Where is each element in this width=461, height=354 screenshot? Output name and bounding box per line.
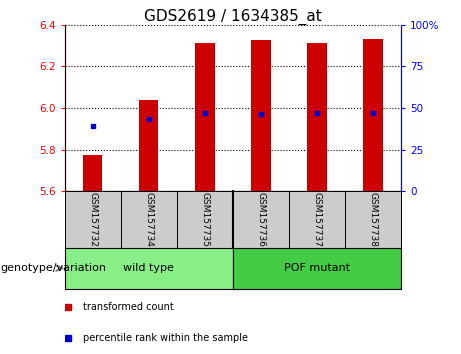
Text: genotype/variation: genotype/variation	[0, 263, 106, 273]
Bar	[233, 248, 401, 289]
Text: wild type: wild type	[123, 263, 174, 273]
Bar	[363, 39, 383, 191]
Bar	[251, 40, 271, 191]
Bar	[83, 155, 102, 191]
Text: percentile rank within the sample: percentile rank within the sample	[83, 333, 248, 343]
Bar	[139, 100, 159, 191]
Bar	[65, 248, 233, 289]
Bar	[65, 191, 121, 248]
Bar	[345, 191, 401, 248]
Bar	[289, 191, 345, 248]
Text: GSM157734: GSM157734	[144, 192, 153, 247]
Bar	[233, 191, 289, 248]
Text: POF mutant: POF mutant	[284, 263, 350, 273]
Bar	[195, 44, 214, 191]
Text: transformed count: transformed count	[83, 302, 174, 312]
Text: GSM157736: GSM157736	[256, 192, 266, 247]
Text: GSM157732: GSM157732	[88, 192, 97, 247]
Bar	[177, 191, 233, 248]
Title: GDS2619 / 1634385_at: GDS2619 / 1634385_at	[144, 8, 322, 25]
Text: GSM157735: GSM157735	[200, 192, 209, 247]
Bar	[307, 44, 327, 191]
Text: GSM157738: GSM157738	[368, 192, 378, 247]
Bar	[121, 191, 177, 248]
Text: GSM157737: GSM157737	[313, 192, 321, 247]
